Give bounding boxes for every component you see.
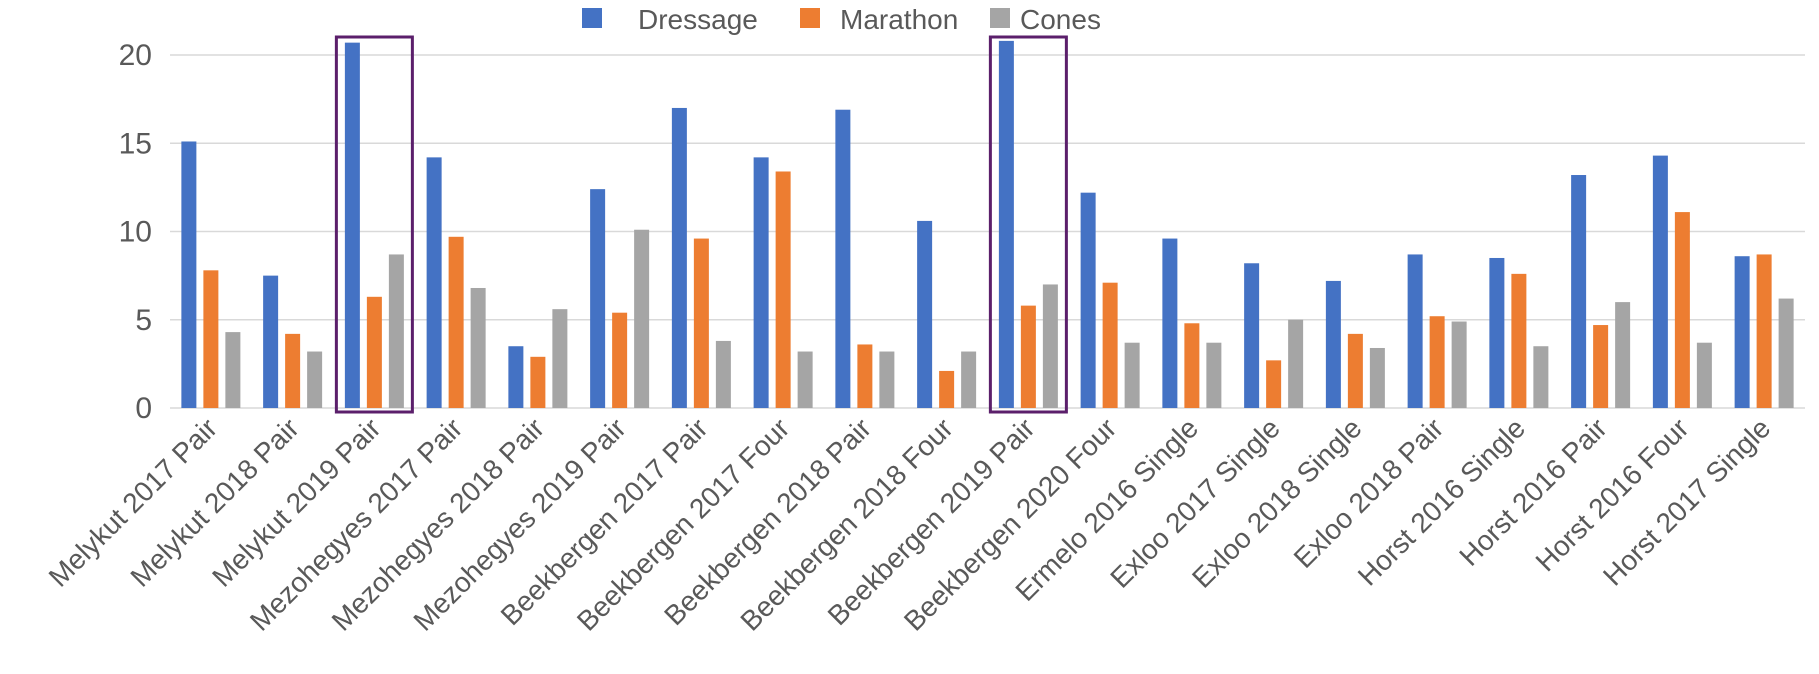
bar-cones-13 (1288, 319, 1304, 408)
bar-marathon-4 (530, 356, 546, 408)
bar-cones-3 (470, 287, 486, 408)
bar-cones-4 (552, 309, 568, 408)
bar-dressage-16 (1489, 257, 1505, 408)
bars (181, 40, 1794, 409)
bar-dressage-8 (835, 109, 851, 408)
bar-marathon-2 (366, 296, 382, 408)
bar-cones-8 (879, 351, 895, 408)
x-tick-label-15: Exloo 2018 Pair (1288, 412, 1450, 574)
bar-marathon-8 (857, 344, 873, 408)
bar-dressage-2 (344, 42, 360, 409)
bar-marathon-14 (1347, 333, 1363, 408)
bar-marathon-15 (1429, 316, 1445, 408)
y-tick-label-5: 5 (135, 304, 152, 337)
legend: Dressage Marathon Cones (582, 4, 1101, 35)
bar-marathon-18 (1674, 212, 1690, 408)
bar-dressage-1 (263, 275, 279, 408)
bar-marathon-12 (1184, 323, 1200, 408)
bar-dressage-9 (917, 220, 933, 408)
bar-dressage-6 (671, 107, 687, 408)
bar-marathon-3 (448, 236, 464, 408)
bar-dressage-19 (1734, 256, 1750, 408)
bar-marathon-9 (939, 370, 955, 408)
grid-lines (170, 54, 1805, 409)
bar-cones-19 (1778, 298, 1794, 408)
bar-dressage-7 (753, 157, 769, 408)
bar-cones-7 (797, 351, 813, 408)
bar-dressage-10 (998, 40, 1014, 408)
legend-label-cones: Cones (1020, 4, 1101, 35)
bar-cones-5 (634, 229, 650, 408)
legend-swatch-dressage (582, 8, 602, 28)
bar-dressage-12 (1162, 238, 1178, 408)
bar-marathon-16 (1511, 273, 1527, 408)
bar-dressage-3 (426, 157, 442, 408)
highlight-box-2 (334, 35, 414, 414)
y-tick-label-15: 15 (119, 127, 152, 160)
y-tick-label-0: 0 (135, 392, 152, 425)
bar-cones-10 (1042, 284, 1058, 408)
bar-marathon-5 (612, 312, 628, 408)
y-tick-label-10: 10 (119, 216, 152, 249)
bar-marathon-0 (203, 270, 219, 408)
bar-marathon-6 (693, 238, 709, 408)
bar-dressage-13 (1244, 263, 1260, 408)
legend-swatch-marathon (800, 8, 820, 28)
bar-marathon-17 (1593, 325, 1609, 408)
bar-cones-16 (1533, 346, 1549, 408)
bar-cones-15 (1451, 321, 1467, 408)
bar-cones-0 (225, 332, 241, 408)
bar-dressage-17 (1571, 175, 1587, 408)
bar-dressage-18 (1652, 155, 1668, 408)
bar-dressage-15 (1407, 254, 1423, 408)
bar-dressage-5 (590, 189, 606, 408)
highlight-boxes (334, 35, 1068, 414)
bar-cones-1 (307, 351, 323, 408)
x-tick-label-18: Horst 2016 Four (1530, 412, 1695, 577)
bar-cones-18 (1696, 342, 1712, 408)
y-tick-label-20: 20 (119, 39, 152, 72)
legend-label-marathon: Marathon (840, 4, 958, 35)
bar-cones-12 (1206, 342, 1222, 408)
bar-cones-9 (961, 351, 977, 408)
y-axis-ticks: 0 5 10 15 20 (119, 39, 152, 425)
bar-cones-17 (1615, 302, 1631, 408)
bar-marathon-1 (285, 333, 301, 408)
bar-marathon-13 (1266, 360, 1282, 408)
bar-dressage-14 (1325, 280, 1341, 408)
legend-label-dressage: Dressage (638, 4, 758, 35)
x-tick-label-17: Horst 2016 Pair (1453, 412, 1612, 571)
bar-marathon-7 (775, 171, 791, 408)
bar-marathon-11 (1102, 282, 1118, 408)
legend-swatch-cones (990, 8, 1010, 28)
bar-cones-6 (715, 340, 731, 408)
bar-dressage-0 (181, 141, 197, 409)
bar-cones-11 (1124, 342, 1140, 408)
bar-cones-14 (1369, 347, 1385, 408)
bar-marathon-19 (1756, 254, 1772, 408)
bar-marathon-10 (1020, 305, 1036, 408)
bar-dressage-4 (508, 346, 524, 408)
bar-dressage-11 (1080, 192, 1096, 408)
highlight-box-10 (988, 35, 1068, 414)
bar-cones-2 (388, 254, 404, 408)
